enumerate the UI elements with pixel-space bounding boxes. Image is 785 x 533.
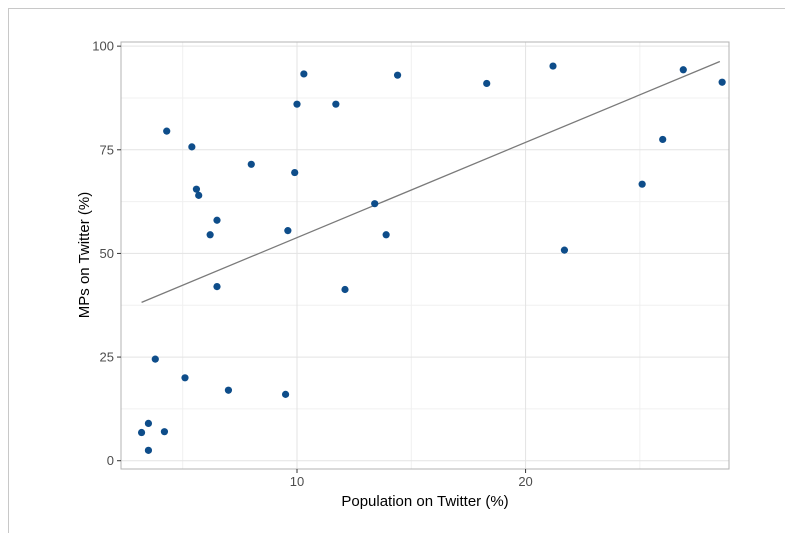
data-point bbox=[163, 127, 171, 135]
data-point bbox=[341, 285, 349, 294]
data-point bbox=[549, 62, 557, 70]
data-point bbox=[247, 160, 255, 168]
x-tick-label: 10 bbox=[290, 474, 304, 489]
y-tick-label: 75 bbox=[100, 142, 114, 157]
data-point bbox=[137, 428, 146, 437]
trend-line bbox=[141, 60, 721, 303]
data-point bbox=[144, 446, 153, 454]
data-point bbox=[382, 231, 390, 239]
trend-line-group bbox=[141, 60, 721, 303]
data-point bbox=[483, 79, 491, 88]
x-tick-label: 20 bbox=[518, 474, 532, 489]
data-point bbox=[195, 191, 203, 199]
data-point bbox=[281, 390, 290, 398]
data-point bbox=[393, 71, 402, 79]
data-point bbox=[224, 386, 233, 394]
plot-panel-border bbox=[120, 41, 730, 470]
grid-lines bbox=[121, 42, 729, 469]
data-point bbox=[332, 100, 340, 108]
x-axis-title: Population on Twitter (%) bbox=[341, 493, 508, 510]
y-axis-title: MPs on Twitter (%) bbox=[76, 192, 93, 318]
data-point bbox=[206, 231, 214, 239]
figure-frame bbox=[8, 8, 785, 533]
data-point bbox=[160, 428, 169, 436]
data-point bbox=[291, 168, 299, 177]
data-point bbox=[151, 355, 159, 363]
data-points bbox=[137, 62, 726, 454]
data-point bbox=[560, 246, 569, 254]
data-point bbox=[679, 66, 687, 74]
y-axis-ticks: 0 25 50 75 100 bbox=[92, 39, 121, 468]
data-point bbox=[718, 78, 726, 86]
data-point bbox=[371, 200, 379, 208]
data-point bbox=[638, 180, 646, 188]
data-point bbox=[192, 185, 201, 193]
data-point bbox=[213, 282, 221, 291]
data-point bbox=[284, 227, 292, 235]
data-point bbox=[181, 374, 189, 382]
data-point bbox=[213, 216, 221, 224]
data-point bbox=[144, 419, 153, 427]
data-point bbox=[659, 135, 667, 144]
y-tick-label: 50 bbox=[100, 246, 114, 261]
data-point bbox=[188, 143, 196, 151]
x-axis-ticks: 10 20 bbox=[290, 469, 533, 489]
data-point bbox=[293, 100, 301, 108]
data-point bbox=[300, 70, 308, 78]
y-tick-label: 100 bbox=[92, 39, 114, 54]
y-tick-label: 0 bbox=[107, 453, 114, 468]
y-tick-label: 25 bbox=[100, 350, 114, 365]
